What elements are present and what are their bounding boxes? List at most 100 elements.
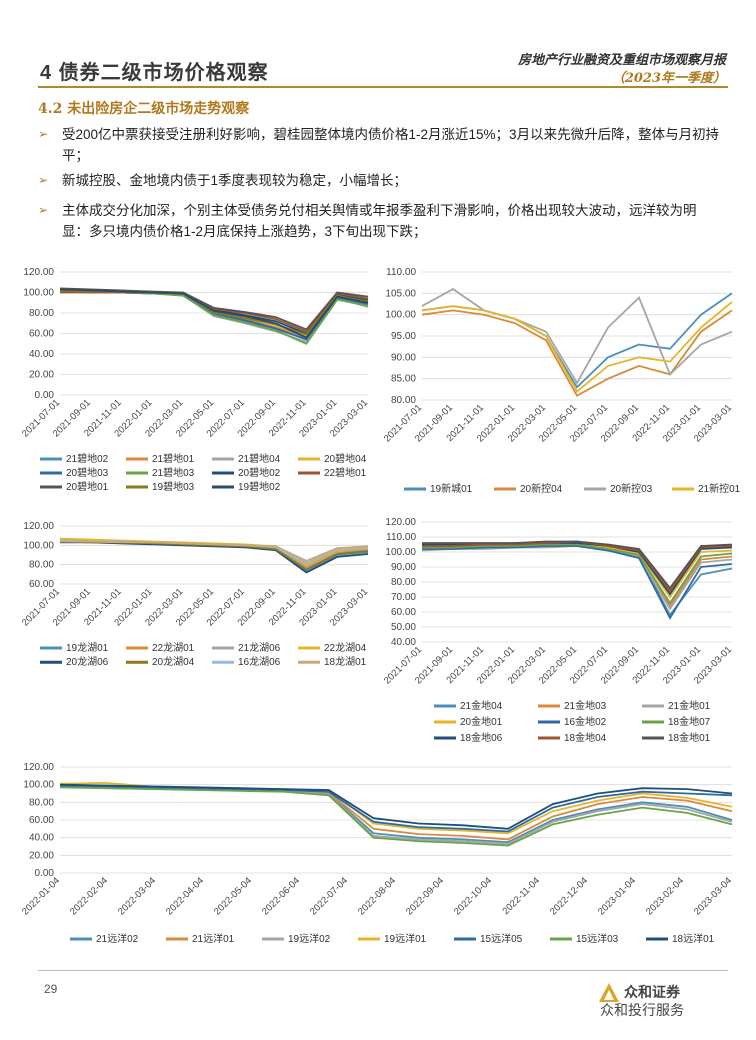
series-line — [59, 289, 369, 341]
series-line — [59, 784, 733, 833]
legend-label: 21龙湖06 — [238, 641, 281, 654]
x-tick-label: 2022-01-01 — [112, 397, 154, 439]
x-tick-label: 2023-03-01 — [328, 397, 370, 439]
bullet-marker: ➢ — [38, 173, 49, 187]
x-tick-label: 2021-07-01 — [382, 644, 424, 686]
y-tick-label: 120.00 — [23, 521, 54, 532]
page-title: 4 债券二级市场价格观察 — [40, 62, 269, 84]
legend-label: 15远洋05 — [480, 932, 523, 945]
series-line — [59, 290, 369, 340]
x-tick-label: 2022-07-04 — [308, 875, 350, 917]
legend-label: 19碧地02 — [238, 480, 281, 493]
y-tick-label: 40.00 — [29, 349, 54, 360]
series-line — [59, 537, 369, 566]
y-tick-label: 0.00 — [35, 868, 55, 879]
series-line — [421, 292, 733, 389]
y-tick-label: 100.00 — [23, 540, 54, 551]
legend-label: 16龙湖06 — [238, 655, 281, 668]
x-tick-label: 2022-09-04 — [404, 875, 446, 917]
series-line — [59, 785, 733, 845]
x-tick-label: 2023-01-01 — [297, 397, 339, 439]
x-tick-label: 2023-03-01 — [692, 644, 734, 686]
legend-label: 21金地04 — [460, 699, 503, 712]
y-tick-label: 105.00 — [385, 288, 416, 299]
series-line — [421, 543, 733, 608]
chart-5: 120.00100.0080.0060.0040.0020.000.002022… — [20, 762, 734, 945]
bullet-marker: ➢ — [38, 127, 49, 141]
legend-label: 20龙湖06 — [66, 655, 109, 668]
legend-label: 20金地01 — [460, 715, 503, 728]
x-tick-label: 2022-01-01 — [475, 402, 517, 444]
legend-label: 20新控04 — [520, 482, 563, 495]
y-tick-label: 100.00 — [23, 288, 54, 299]
brand-name: 众和证券 — [624, 984, 680, 1000]
series-line — [60, 540, 369, 562]
y-tick-label: 85.00 — [391, 374, 416, 385]
y-tick-label: 60.00 — [391, 607, 416, 618]
y-tick-label: 80.00 — [29, 560, 54, 571]
x-tick-label: 2021-07-01 — [20, 586, 62, 628]
y-tick-label: 40.00 — [391, 637, 416, 648]
x-tick-label: 2022-11-01 — [630, 402, 672, 444]
legend-label: 20碧地04 — [324, 452, 367, 465]
legend-label: 21远洋02 — [96, 932, 139, 945]
legend-label: 18金地01 — [668, 731, 711, 744]
x-tick-label: 2022-03-01 — [506, 402, 548, 444]
series-line — [59, 540, 369, 570]
x-tick-label: 2021-09-01 — [413, 402, 455, 444]
y-tick-label: 60.00 — [29, 579, 54, 590]
y-tick-label: 110.00 — [386, 532, 416, 543]
legend-label: 20龙湖04 — [152, 655, 195, 668]
y-tick-label: 80.00 — [391, 577, 416, 588]
series-line — [59, 785, 733, 844]
x-tick-label: 2022-07-01 — [568, 644, 610, 686]
legend-label: 18金地06 — [460, 731, 503, 744]
legend-label: 21碧地02 — [66, 452, 109, 465]
x-tick-label: 2022-09-01 — [236, 586, 278, 628]
legend-label: 21金地01 — [668, 699, 711, 712]
legend-label: 21碧地04 — [238, 452, 281, 465]
x-tick-label: 2022-01-01 — [112, 586, 154, 628]
y-tick-label: 90.00 — [391, 352, 416, 363]
series-line — [59, 539, 369, 564]
y-tick-label: 60.00 — [29, 815, 54, 826]
series-line — [422, 543, 733, 599]
header-divider — [38, 86, 728, 88]
x-tick-label: 2021-09-01 — [51, 586, 93, 628]
legend-label: 22龙湖04 — [324, 641, 367, 654]
x-tick-label: 2021-11-01 — [444, 402, 486, 444]
legend-label: 21远洋01 — [192, 932, 235, 945]
x-tick-label: 2021-11-01 — [82, 397, 124, 439]
series-line — [421, 309, 733, 397]
series-line — [59, 287, 369, 331]
series-line — [59, 289, 369, 336]
x-tick-label: 2022-07-01 — [568, 402, 610, 444]
series-line — [422, 545, 733, 617]
y-tick-label: 90.00 — [391, 562, 416, 573]
x-tick-label: 2022-05-01 — [537, 644, 579, 686]
legend-label: 20碧地02 — [238, 466, 281, 479]
legend-label: 21金地03 — [564, 699, 607, 712]
x-tick-label: 2023-03-04 — [692, 875, 734, 917]
series-line — [422, 545, 733, 620]
x-tick-label: 2022-11-04 — [500, 875, 542, 917]
report-name: 房地产行业融资及重组市场观察月报 — [517, 53, 726, 68]
x-tick-label: 2022-03-01 — [143, 397, 185, 439]
x-tick-label: 2023-03-01 — [692, 402, 734, 444]
x-tick-label: 2021-07-01 — [382, 402, 424, 444]
series-line — [59, 288, 369, 337]
x-tick-label: 2022-09-01 — [599, 644, 641, 686]
y-tick-label: 20.00 — [29, 850, 54, 861]
x-tick-label: 2021-09-01 — [51, 397, 93, 439]
x-tick-label: 2023-03-01 — [328, 586, 370, 628]
bullet-text: 受200亿中票获接受注册利好影响，碧桂园整体境内债价格1-2月涨近15%；3月以… — [62, 127, 720, 163]
x-tick-label: 2023-01-01 — [661, 644, 703, 686]
legend-label: 18龙湖01 — [324, 655, 367, 668]
bullet-text: 主体成交分化加深，个别主体受债务兑付相关舆情或年报季盈利下滑影响，价格出现较大波… — [62, 203, 697, 239]
series-line — [421, 301, 733, 393]
report-title: 房地产行业融资及重组市场观察月报 （2023年一季度） — [518, 52, 726, 88]
y-tick-label: 60.00 — [29, 329, 54, 340]
series-line — [59, 784, 733, 841]
x-tick-label: 2021-11-01 — [82, 586, 124, 628]
series-line — [421, 545, 733, 611]
